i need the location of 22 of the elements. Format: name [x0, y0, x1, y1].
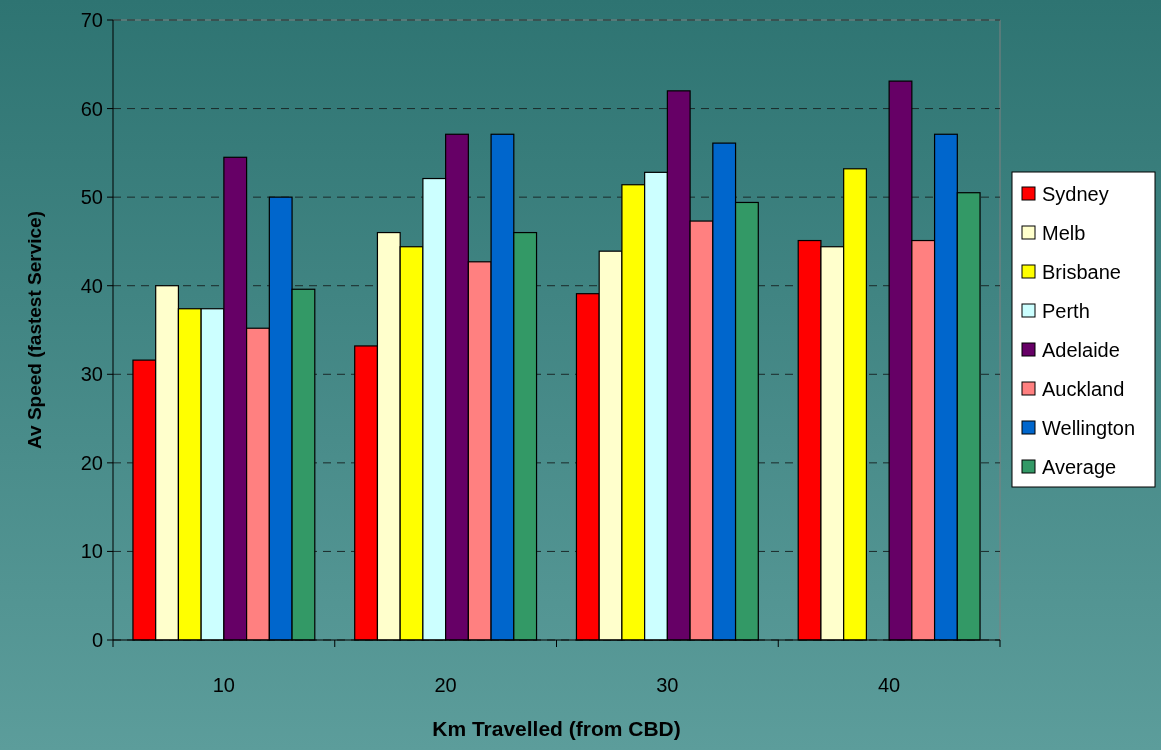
y-tick-label: 50: [80, 186, 103, 209]
legend-label: Melb: [1042, 222, 1086, 244]
y-tick-label: 30: [80, 363, 103, 386]
y-tick-label: 60: [80, 97, 103, 120]
y-tick-label: 20: [80, 451, 103, 474]
x-tick-label: 20: [434, 674, 457, 696]
legend-label: Wellington: [1042, 417, 1136, 439]
y-tick-label: 40: [80, 274, 103, 297]
x-tick-label: 40: [878, 674, 901, 696]
legend-label: Sydney: [1042, 183, 1109, 205]
legend-label: Perth: [1042, 300, 1090, 322]
x-tick-label: 10: [212, 674, 235, 696]
y-tick-label: 10: [80, 540, 103, 563]
legend-label: Adelaide: [1042, 339, 1120, 361]
y-tick-label: 70: [80, 9, 103, 31]
legend-label: Brisbane: [1042, 261, 1121, 283]
y-tick-label: 0: [91, 629, 103, 651]
y-axis-title: Av Speed (fastest Service): [23, 211, 45, 449]
x-tick-label: 30: [656, 674, 679, 696]
legend-label: Auckland: [1042, 378, 1125, 400]
legend-label: Average: [1042, 456, 1117, 478]
x-axis-title: Km Travelled (from CBD): [432, 717, 681, 740]
